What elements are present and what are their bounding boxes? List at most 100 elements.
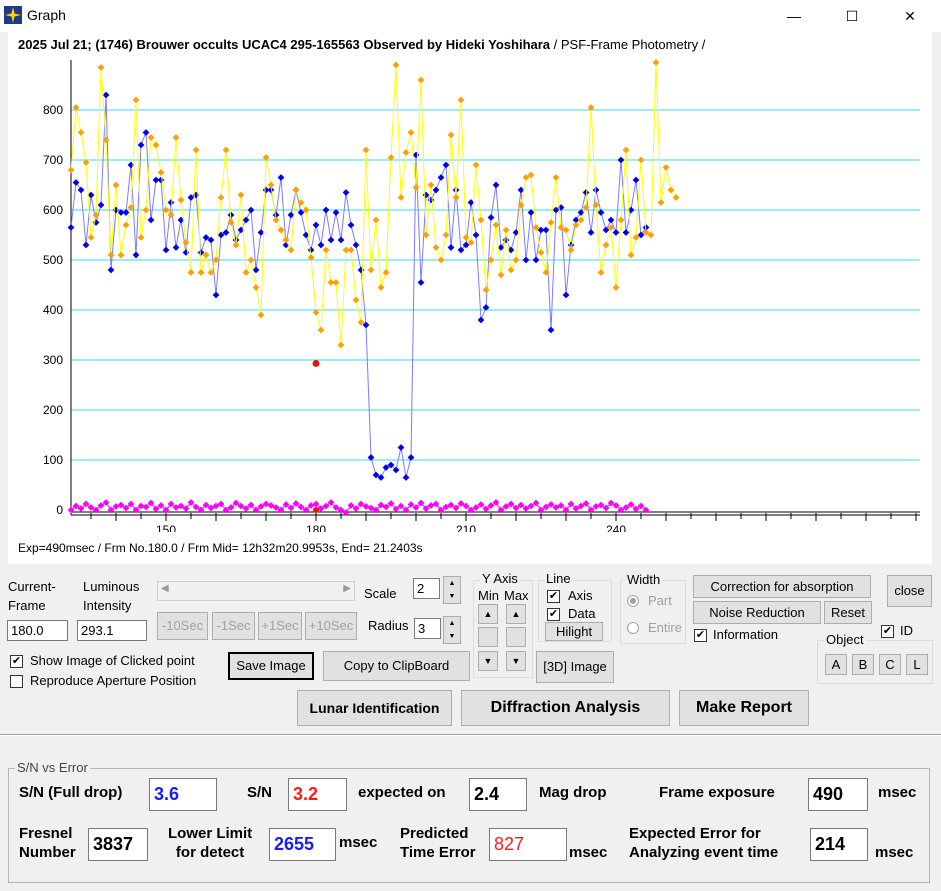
sn-full-drop-value: 3.6	[149, 778, 217, 811]
maximize-button[interactable]: ☐	[845, 8, 859, 24]
id-checkbox[interactable]: ✔	[881, 625, 894, 638]
radius-spinner[interactable]: ▲ ▼	[443, 616, 461, 644]
minus-10sec-button[interactable]: -10Sec	[157, 612, 208, 640]
data-point	[152, 505, 160, 513]
data-point	[417, 499, 425, 507]
information-checkbox[interactable]: ✔	[694, 629, 707, 642]
data-point	[107, 251, 115, 259]
data-point	[512, 504, 520, 512]
data-point	[267, 181, 275, 189]
data-point	[512, 229, 520, 236]
data-point	[427, 502, 435, 509]
data-point	[592, 503, 600, 510]
light-curve-chart[interactable]: 2025 Jul 21; (1746) Brouwer occults UCAC…	[8, 32, 932, 564]
close-window-button[interactable]: ✕	[904, 8, 916, 24]
data-point	[192, 146, 200, 154]
y-min-slider[interactable]	[478, 627, 498, 647]
y-max-up-button[interactable]: ▲	[506, 604, 526, 624]
radius-field[interactable]: 3	[414, 618, 441, 639]
save-image-button[interactable]: Save Image	[228, 652, 314, 680]
data-checkbox[interactable]: ✔	[547, 608, 560, 621]
axis-checkbox[interactable]: ✔	[547, 590, 560, 603]
separator	[0, 734, 941, 736]
plus-1sec-button[interactable]: +1Sec	[258, 612, 302, 640]
show-image-label: Show Image of Clicked point	[30, 653, 195, 668]
data-point	[327, 279, 335, 286]
data-point	[312, 221, 320, 229]
data-point	[247, 256, 255, 264]
data-point	[242, 505, 250, 512]
data-point	[157, 169, 165, 176]
current-frame-field[interactable]: 180.0	[7, 620, 68, 641]
data-point	[602, 226, 610, 234]
data-point	[537, 506, 545, 514]
minimize-button[interactable]: —	[787, 8, 801, 24]
data-point	[342, 189, 350, 196]
data-point	[327, 236, 335, 244]
reset-button[interactable]: Reset	[824, 601, 872, 624]
data-point	[507, 266, 515, 274]
y-min-up-button[interactable]: ▲	[478, 604, 498, 624]
plus-10sec-button[interactable]: +10Sec	[305, 612, 357, 640]
data-point	[462, 241, 470, 249]
show-image-checkbox[interactable]: ✔	[10, 655, 23, 668]
data-point	[282, 501, 290, 508]
data-point	[397, 502, 405, 510]
data-point	[387, 461, 395, 469]
sn-error-title: S/N vs Error	[15, 760, 90, 775]
plot-area[interactable]: 0 100 200 300 400 500 600 700 800 150 180 210 240	[8, 32, 932, 532]
width-part-radio[interactable]	[627, 595, 639, 607]
data-point	[302, 231, 310, 239]
luminous-intensity-field[interactable]: 293.1	[77, 620, 147, 641]
data-point	[67, 224, 75, 231]
data-point	[667, 186, 675, 194]
data-point	[597, 209, 605, 216]
copy-clipboard-button[interactable]: Copy to ClipBoard	[323, 651, 470, 681]
scale-field[interactable]: 2	[413, 578, 440, 599]
close-button[interactable]: close	[887, 575, 932, 607]
diffraction-analysis-button[interactable]: Diffraction Analysis	[461, 690, 670, 726]
lunar-identification-button[interactable]: Lunar Identification	[297, 690, 452, 726]
object-title: Object	[824, 632, 866, 647]
scroll-left-icon[interactable]: ◀	[161, 583, 169, 594]
object-a-button[interactable]: A	[825, 654, 847, 675]
object-l-button[interactable]: L	[906, 654, 928, 675]
hilight-button[interactable]: Hilight	[545, 622, 603, 641]
noise-reduction-button[interactable]: Noise Reduction	[693, 601, 821, 624]
y-max-slider[interactable]	[506, 627, 526, 647]
data-point	[637, 156, 645, 164]
data-point	[642, 506, 650, 514]
correction-absorption-button[interactable]: Correction for absorption	[693, 575, 871, 598]
data-point	[172, 504, 180, 511]
data-point	[277, 506, 285, 514]
data-point	[102, 499, 110, 506]
reproduce-aperture-checkbox[interactable]	[10, 675, 23, 688]
3d-image-button[interactable]: [3D] Image	[536, 651, 614, 683]
data-point	[502, 503, 510, 510]
data-point	[102, 91, 110, 99]
data-point	[507, 500, 515, 508]
width-entire-radio[interactable]	[627, 622, 639, 634]
data-point	[417, 76, 425, 84]
y-tick-label: 300	[43, 353, 63, 367]
y-min-down-button[interactable]: ▼	[478, 651, 498, 671]
minus-1sec-button[interactable]: -1Sec	[212, 612, 255, 640]
make-report-button[interactable]: Make Report	[679, 690, 809, 726]
data-point	[112, 181, 120, 189]
y-max-down-button[interactable]: ▼	[506, 651, 526, 671]
radius-label: Radius	[368, 618, 409, 633]
data-point	[482, 304, 490, 311]
data-point	[592, 201, 600, 209]
data-point	[582, 189, 590, 196]
object-b-button[interactable]: B	[852, 654, 874, 675]
data-point	[232, 499, 240, 507]
scroll-right-icon[interactable]: ▶	[343, 583, 351, 594]
object-c-button[interactable]: C	[879, 654, 901, 675]
data-point	[437, 256, 445, 264]
frame-scrollbar[interactable]: ◀ ▶	[157, 581, 355, 601]
scale-spinner[interactable]: ▲ ▼	[443, 576, 461, 604]
information-label: Information	[713, 627, 779, 642]
data-point	[282, 241, 290, 249]
expected-on-label: expected on	[358, 784, 446, 801]
data-point	[162, 246, 170, 254]
